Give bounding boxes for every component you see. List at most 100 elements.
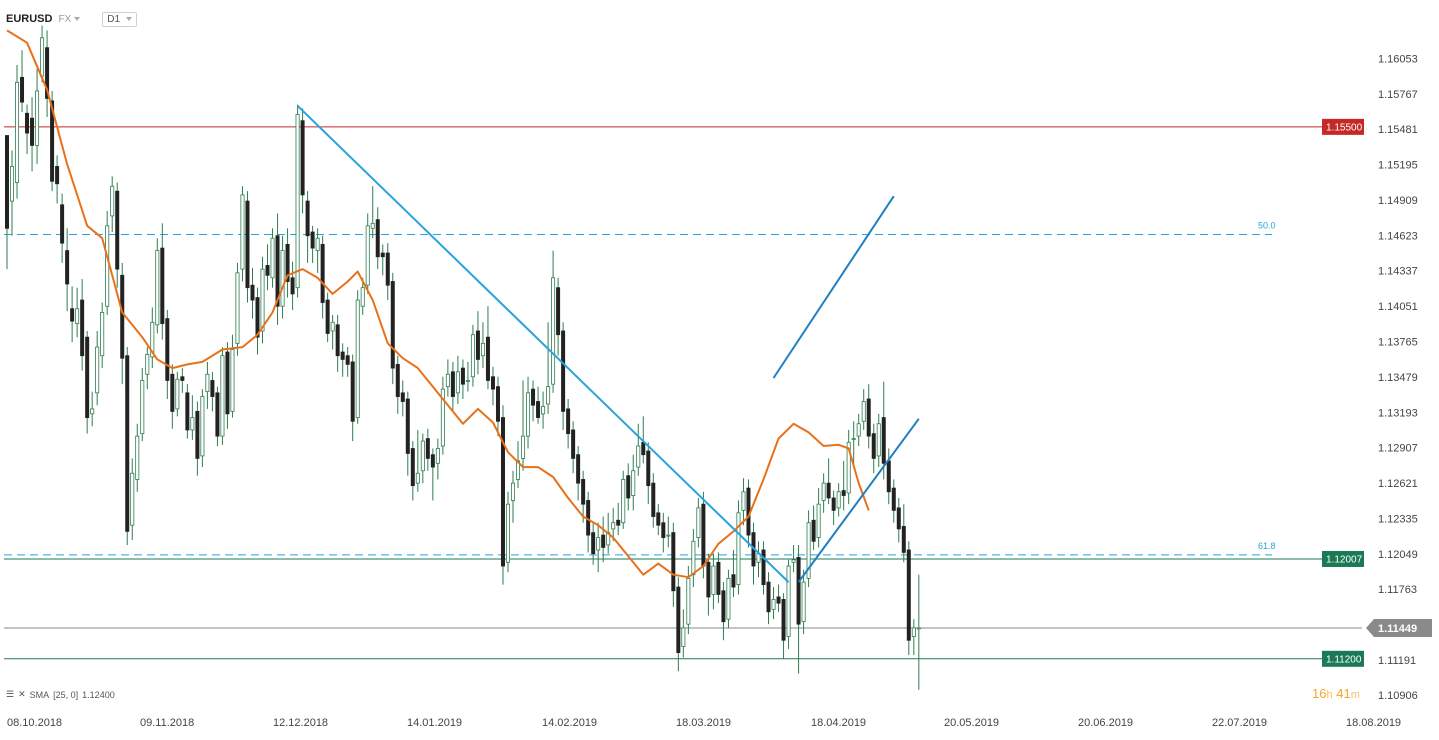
- x-tick-label: 20.05.2019: [944, 717, 999, 729]
- candle-bull: [415, 472, 420, 484]
- candle-bull: [270, 237, 275, 279]
- candle-bull: [370, 222, 375, 229]
- candle-bull: [420, 440, 425, 472]
- market-dropdown[interactable]: FX: [58, 13, 81, 25]
- candle-bull: [736, 512, 741, 585]
- x-tick-label: 20.06.2019: [1078, 717, 1133, 729]
- candle-bear: [320, 243, 325, 303]
- candle-bear: [891, 487, 896, 511]
- candle-bull: [771, 599, 776, 610]
- candle-bear: [115, 190, 120, 270]
- y-tick-label: 1.13193: [1378, 407, 1418, 419]
- candle-bear: [275, 235, 280, 307]
- candle-bear: [290, 277, 295, 295]
- candle-bull: [681, 627, 686, 647]
- candle-bull: [355, 299, 360, 418]
- candle-bear: [761, 549, 766, 585]
- candle-bull: [200, 396, 205, 457]
- indicator-value: 1.12400: [82, 689, 115, 700]
- candle-bull: [821, 482, 826, 501]
- candle-bull: [435, 448, 440, 464]
- candle-bear: [626, 475, 631, 499]
- candle-bear: [576, 454, 581, 484]
- close-icon[interactable]: ✕: [18, 689, 26, 699]
- market-label: FX: [58, 13, 72, 25]
- candle-bear: [225, 351, 230, 415]
- candle-bear: [245, 200, 250, 289]
- sma-layer: [6, 29, 870, 579]
- candle-bull: [10, 166, 15, 202]
- trendlines-layer: [296, 105, 920, 583]
- candle-bear: [120, 274, 125, 359]
- candle-bear: [495, 386, 500, 422]
- candle-bear: [490, 376, 495, 390]
- timer-hours-unit: h: [1326, 689, 1333, 701]
- candle-bear: [731, 574, 736, 588]
- level-price-label: 1.12007: [1326, 554, 1363, 565]
- timer-hours: 16: [1312, 686, 1327, 701]
- candle-bear: [45, 47, 50, 99]
- candle-bull: [145, 354, 150, 375]
- candle-bear: [581, 479, 586, 505]
- candle-bull: [836, 491, 841, 509]
- y-tick-label: 1.13765: [1378, 336, 1418, 348]
- timeframe-dropdown[interactable]: D1: [102, 11, 138, 27]
- candle-bull: [105, 225, 110, 307]
- candle-bull: [35, 90, 40, 146]
- candle-bear: [841, 490, 846, 496]
- y-tick-label: 1.15195: [1378, 160, 1418, 172]
- candle-bear: [871, 433, 876, 459]
- candle-bull: [455, 371, 460, 394]
- candle-bear: [656, 512, 661, 526]
- candle-bear: [901, 526, 906, 553]
- y-tick-label: 1.14337: [1378, 266, 1418, 278]
- candle-bear: [676, 586, 681, 654]
- y-tick-label: 1.11763: [1378, 584, 1417, 596]
- candle-bull: [786, 565, 791, 637]
- candle-countdown: 16h 41m: [1312, 686, 1360, 701]
- x-tick-label: 12.12.2018: [273, 717, 328, 729]
- candle-bull: [220, 355, 225, 437]
- candle-bear: [701, 503, 706, 567]
- y-tick-label: 1.12621: [1378, 478, 1418, 490]
- candle-bull: [726, 577, 731, 620]
- y-tick-label: 1.14051: [1378, 301, 1418, 313]
- x-tick-label: 22.07.2019: [1212, 717, 1267, 729]
- candle-bear: [300, 120, 305, 196]
- candle-bear: [531, 388, 536, 406]
- candle-bull: [806, 522, 811, 579]
- candle-bear: [721, 590, 726, 623]
- candle-bull: [130, 472, 135, 526]
- candle-bear: [571, 429, 576, 459]
- menu-icon[interactable]: ☰: [6, 689, 15, 699]
- candle-bull: [741, 491, 746, 511]
- candle-bear: [811, 519, 816, 542]
- candle-bear: [85, 336, 90, 418]
- candle-bull: [205, 373, 210, 392]
- candle-bull: [686, 577, 691, 625]
- candle-bull: [861, 401, 866, 422]
- candle-bear: [55, 166, 60, 185]
- candle-bear: [125, 355, 130, 532]
- candle-bear: [285, 243, 290, 282]
- x-tick-label: 18.04.2019: [811, 717, 866, 729]
- candle-bear: [165, 318, 170, 381]
- candle-bear: [325, 299, 330, 334]
- candle-bear: [30, 117, 35, 146]
- candle-bear: [405, 398, 410, 454]
- candle-bear: [345, 355, 350, 365]
- candle-bull: [175, 378, 180, 410]
- candle-bear: [160, 247, 165, 324]
- candle-bear: [310, 231, 315, 249]
- candle-bull: [440, 388, 445, 447]
- x-tick-label: 14.01.2019: [407, 717, 462, 729]
- symbol-label[interactable]: EURUSD: [6, 13, 53, 25]
- candle-bull: [551, 277, 556, 385]
- candle-bull: [666, 534, 671, 537]
- candle-bear: [475, 330, 480, 360]
- candle-bull: [541, 406, 546, 415]
- candle-bull: [916, 627, 921, 630]
- y-tick-label: 1.14909: [1378, 195, 1418, 207]
- candle-bear: [195, 410, 200, 459]
